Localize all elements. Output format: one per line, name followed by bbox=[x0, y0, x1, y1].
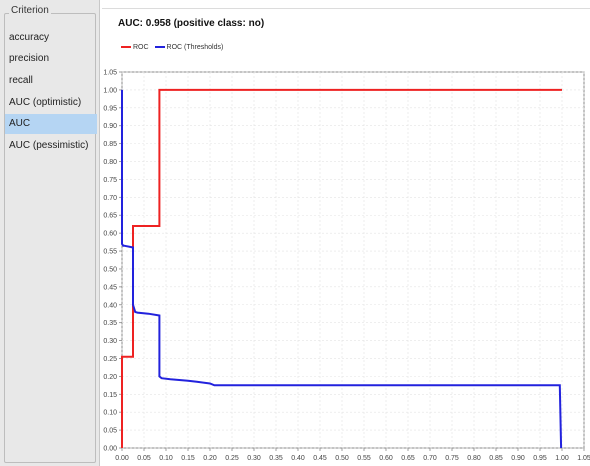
y-tick-label: 0.30 bbox=[103, 338, 117, 345]
y-tick-label: 0.10 bbox=[103, 410, 117, 417]
y-tick-label: 0.00 bbox=[103, 446, 117, 453]
x-tick-label: 0.25 bbox=[225, 455, 239, 462]
y-tick-label: 0.20 bbox=[103, 374, 117, 381]
y-tick-label: 0.45 bbox=[103, 284, 117, 291]
x-tick-label: 0.15 bbox=[181, 455, 195, 462]
y-tick-label: 0.75 bbox=[103, 177, 117, 184]
x-tick-label: 0.95 bbox=[533, 455, 547, 462]
y-tick-label: 0.80 bbox=[103, 159, 117, 166]
x-tick-label: 0.60 bbox=[379, 455, 393, 462]
criterion-item-auc-optimistic[interactable]: AUC (optimistic) bbox=[9, 97, 82, 108]
x-tick-label: 0.50 bbox=[335, 455, 349, 462]
x-tick-label: 0.80 bbox=[467, 455, 481, 462]
x-tick-label: 0.65 bbox=[401, 455, 415, 462]
x-tick-label: 0.70 bbox=[423, 455, 437, 462]
legend-label-roc-thresholds: ROC (Thresholds) bbox=[166, 44, 224, 51]
y-tick-label: 0.65 bbox=[103, 213, 117, 220]
legend-label-roc: ROC bbox=[133, 44, 149, 51]
x-tick-label: 1.05 bbox=[577, 455, 590, 462]
y-tick-label: 0.90 bbox=[103, 123, 117, 130]
y-tick-label: 0.50 bbox=[103, 266, 117, 273]
x-tick-label: 0.40 bbox=[291, 455, 305, 462]
plot-title: AUC: 0.958 (positive class: no) bbox=[118, 18, 265, 29]
y-tick-label: 0.25 bbox=[103, 356, 117, 363]
x-tick-label: 0.10 bbox=[159, 455, 173, 462]
y-tick-label: 0.40 bbox=[103, 302, 117, 309]
criterion-legend: Criterion bbox=[9, 5, 51, 16]
y-tick-label: 1.00 bbox=[103, 87, 117, 94]
x-tick-label: 0.20 bbox=[203, 455, 217, 462]
x-tick-label: 0.05 bbox=[137, 455, 151, 462]
x-tick-label: 0.90 bbox=[511, 455, 525, 462]
y-tick-label: 0.70 bbox=[103, 195, 117, 202]
criterion-item-precision[interactable]: precision bbox=[9, 53, 50, 64]
y-tick-label: 0.95 bbox=[103, 105, 117, 112]
roc-thresholds-curve bbox=[121, 89, 563, 449]
legend-swatch-roc bbox=[121, 46, 131, 49]
y-tick-label: 1.05 bbox=[103, 70, 117, 77]
x-tick-label: 0.35 bbox=[269, 455, 283, 462]
x-tick-label: 0.75 bbox=[445, 455, 459, 462]
criterion-panel: Criterion accuracy precision recall AUC … bbox=[0, 0, 100, 466]
x-tick-label: 0.30 bbox=[247, 455, 261, 462]
criterion-item-recall[interactable]: recall bbox=[9, 75, 33, 86]
criterion-item-auc-pessimistic[interactable]: AUC (pessimistic) bbox=[9, 140, 89, 151]
legend-entry-roc-thresholds: ROC (Thresholds) bbox=[154, 44, 224, 51]
criterion-item-accuracy[interactable]: accuracy bbox=[9, 32, 50, 43]
plot-area bbox=[121, 71, 585, 449]
legend-swatch-roc-thresholds bbox=[154, 46, 165, 49]
criterion-item-auc[interactable]: AUC bbox=[5, 114, 97, 134]
chart-legend: ROC ROC (Thresholds) bbox=[121, 44, 227, 51]
x-tick-label: 0.55 bbox=[357, 455, 371, 462]
y-tick-label: 0.60 bbox=[103, 231, 117, 238]
y-tick-label: 0.85 bbox=[103, 141, 117, 148]
header-divider bbox=[102, 8, 590, 9]
x-tick-label: 0.00 bbox=[115, 455, 129, 462]
y-tick-label: 0.35 bbox=[103, 320, 117, 327]
y-tick-label: 0.05 bbox=[103, 428, 117, 435]
x-tick-label: 0.45 bbox=[313, 455, 327, 462]
x-tick-label: 0.85 bbox=[489, 455, 503, 462]
y-tick-label: 0.15 bbox=[103, 392, 117, 399]
legend-entry-roc: ROC bbox=[121, 44, 151, 51]
y-tick-label: 0.55 bbox=[103, 249, 117, 256]
x-tick-label: 1.00 bbox=[555, 455, 569, 462]
